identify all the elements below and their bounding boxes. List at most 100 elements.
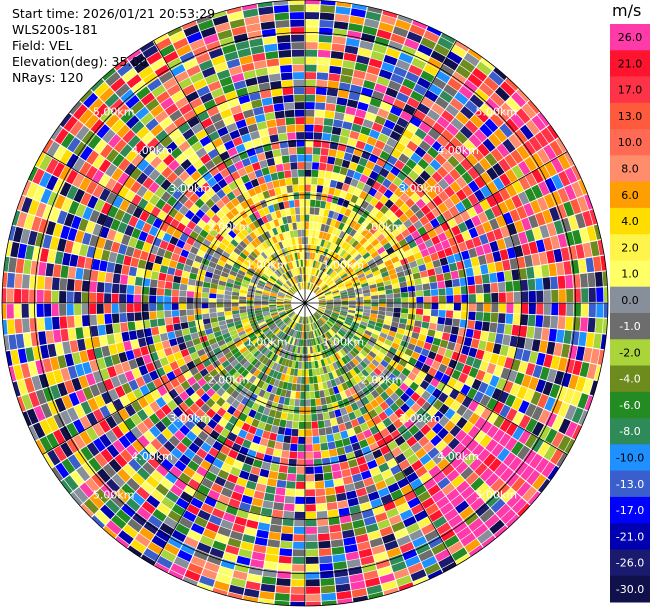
- velocity-gate: [280, 540, 293, 549]
- velocity-gate: [357, 381, 366, 390]
- velocity-gate: [401, 303, 409, 308]
- velocity-gate: [434, 353, 444, 363]
- velocity-gate: [514, 220, 525, 233]
- velocity-gate: [541, 461, 556, 478]
- range-ring-label: 5.00km: [93, 106, 135, 119]
- velocity-gate: [579, 227, 590, 243]
- velocity-gate: [563, 151, 575, 167]
- range-ring-label: 3.00km: [399, 182, 441, 195]
- velocity-gate: [491, 303, 499, 313]
- velocity-gate: [384, 339, 393, 347]
- velocity-gate: [428, 322, 437, 331]
- colorbar-tick-label: -8.0: [619, 425, 640, 438]
- velocity-gate: [353, 282, 361, 287]
- velocity-gate: [119, 284, 127, 294]
- velocity-gate: [363, 143, 374, 153]
- velocity-gate: [417, 158, 429, 170]
- velocity-gate: [318, 271, 323, 278]
- velocity-gate: [187, 284, 195, 292]
- velocity-gate: [329, 270, 336, 278]
- velocity-gate: [305, 79, 316, 87]
- velocity-gate: [287, 473, 296, 482]
- velocity-gate: [352, 264, 361, 271]
- velocity-gate: [128, 330, 138, 341]
- velocity-gate: [364, 269, 372, 276]
- velocity-gate: [305, 391, 310, 399]
- velocity-gate: [365, 326, 374, 333]
- velocity-gate: [580, 317, 588, 332]
- velocity-gate: [551, 399, 563, 415]
- velocity-gate: [577, 393, 589, 409]
- velocity-gate: [246, 303, 254, 307]
- velocity-gate: [414, 278, 422, 286]
- velocity-gate: [343, 323, 351, 329]
- velocity-gate: [258, 128, 269, 138]
- colorbar-tick-label: -2.0: [619, 346, 640, 359]
- velocity-gate: [395, 397, 405, 408]
- velocity-gate: [325, 233, 332, 241]
- velocity-gate: [498, 158, 511, 173]
- velocity-gate: [332, 335, 340, 343]
- velocity-gate: [344, 243, 351, 252]
- velocity-gate: [513, 303, 521, 314]
- velocity-gate: [510, 113, 525, 129]
- velocity-gate: [479, 508, 495, 523]
- velocity-gate: [455, 553, 470, 565]
- velocity-gate: [188, 278, 196, 286]
- velocity-gate: [337, 350, 344, 359]
- velocity-gate: [288, 147, 297, 155]
- velocity-gate: [377, 262, 386, 270]
- velocity-gate: [556, 204, 568, 219]
- velocity-gate: [523, 449, 537, 465]
- velocity-gate: [315, 278, 321, 285]
- velocity-gate: [329, 260, 335, 268]
- velocity-gate: [341, 306, 349, 310]
- velocity-gate: [353, 147, 363, 157]
- velocity-gate: [312, 428, 319, 437]
- velocity-gate: [502, 334, 511, 346]
- velocity-gate: [578, 331, 587, 347]
- velocity-gate: [489, 322, 498, 333]
- velocity-gate: [445, 310, 454, 318]
- velocity-gate: [354, 62, 368, 72]
- velocity-gate: [324, 290, 331, 295]
- velocity-gate: [416, 339, 425, 348]
- velocity-gate: [407, 497, 421, 509]
- velocity-gate: [319, 155, 328, 164]
- velocity-gate: [444, 349, 454, 359]
- velocity-gate: [330, 272, 338, 279]
- velocity-gate: [401, 297, 409, 303]
- velocity-gate: [513, 291, 521, 303]
- velocity-gate: [421, 363, 431, 373]
- velocity-gate: [283, 510, 295, 519]
- field-text: Field: VEL: [12, 38, 73, 53]
- velocity-gate: [454, 40, 470, 52]
- velocity-gate: [272, 179, 280, 189]
- velocity-gate: [361, 318, 369, 324]
- velocity-gate: [273, 5, 289, 14]
- velocity-gate: [423, 289, 431, 297]
- velocity-gate: [404, 329, 413, 337]
- velocity-gate: [551, 157, 564, 174]
- velocity-gate: [450, 326, 459, 335]
- velocity-gate: [377, 336, 386, 343]
- velocity-gate: [278, 465, 288, 473]
- velocity-gate: [327, 509, 339, 518]
- velocity-gate: [308, 282, 312, 290]
- velocity-gate: [556, 329, 565, 343]
- velocity-gate: [509, 335, 519, 348]
- velocity-gate: [319, 327, 325, 334]
- velocity-gate: [305, 252, 308, 260]
- velocity-gate: [432, 410, 444, 422]
- velocity-gate: [427, 395, 438, 406]
- velocity-gate: [593, 224, 602, 240]
- velocity-gate: [468, 227, 479, 239]
- velocity-gate: [426, 200, 437, 211]
- velocity-gate: [442, 385, 453, 396]
- velocity-gate: [253, 544, 267, 554]
- velocity-gate: [362, 266, 371, 273]
- velocity-gate: [496, 238, 507, 251]
- velocity-gate: [320, 570, 334, 579]
- velocity-gate: [307, 274, 310, 282]
- velocity-gate: [320, 335, 325, 343]
